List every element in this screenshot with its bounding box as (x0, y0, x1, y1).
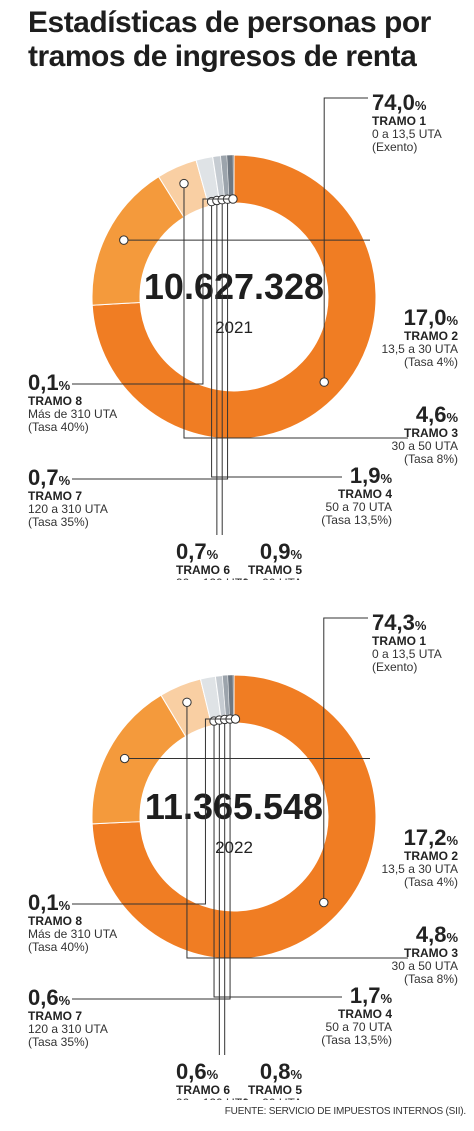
donut-slice-tramo-1 (91, 674, 377, 960)
pct-label-tramo-4: 1,9% (350, 463, 393, 488)
range-label-tramo-7: 120 a 310 UTA (28, 502, 108, 516)
label-dot-tramo-1 (319, 897, 329, 908)
leader-line-tramo-7 (72, 199, 229, 480)
tramo-label-tramo-1: TRAMO 1 (372, 634, 426, 648)
pct-label-tramo-6: 0,6% (176, 1059, 219, 1084)
tramo-label-tramo-7: TRAMO 7 (28, 489, 82, 503)
pct-label-tramo-7: 0,6% (28, 985, 71, 1010)
pct-label-tramo-3: 4,8% (416, 922, 459, 947)
tasa-label-tramo-3: (Tasa 8%) (404, 972, 458, 986)
tramo-label-tramo-6: TRAMO 6 (176, 1083, 230, 1097)
tramo-label-tramo-3: TRAMO 3 (404, 426, 458, 440)
tasa-label-tramo-1: (Exento) (372, 660, 417, 674)
tramo-label-tramo-5: TRAMO 5 (248, 1083, 302, 1097)
donut-slice-tramo-1 (91, 154, 377, 440)
range-label-tramo-4: 50 a 70 UTA (326, 500, 392, 514)
label-dot-tramo-3 (179, 178, 189, 189)
tasa-label-tramo-8: (Tasa 40%) (28, 940, 89, 954)
leader-line-tramo-1 (323, 97, 368, 383)
tasa-label-tramo-7: (Tasa 35%) (28, 1035, 89, 1049)
center-total: 10.627.328 (144, 266, 324, 307)
range-label-tramo-6: 90 a 120 UTA (176, 1096, 249, 1100)
range-label-tramo-5: 70 a 90 UTA (236, 576, 302, 580)
range-label-tramo-8: Más de 310 UTA (28, 407, 117, 421)
pct-label-tramo-7: 0,7% (28, 465, 71, 490)
tasa-label-tramo-1: (Exento) (372, 140, 417, 154)
center-year: 2022 (215, 838, 253, 857)
tasa-label-tramo-4: (Tasa 13,5%) (321, 513, 392, 527)
tasa-label-tramo-2: (Tasa 4%) (404, 875, 458, 889)
label-dot-tramo-2 (119, 235, 129, 245)
pct-label-tramo-2: 17,2% (404, 825, 459, 850)
range-label-tramo-8: Más de 310 UTA (28, 927, 117, 941)
tramo-label-tramo-2: TRAMO 2 (404, 329, 458, 343)
label-dot-tramo-1 (319, 377, 329, 387)
tramo-label-tramo-5: TRAMO 5 (248, 563, 302, 577)
pct-label-tramo-1: 74,3% (372, 610, 427, 635)
leader-line-tramo-3 (186, 702, 408, 959)
pct-label-tramo-4: 1,7% (350, 983, 393, 1008)
leader-line-tramo-8 (72, 718, 236, 905)
donut-chart-2021: 10.627.328 2021 74,0%TRAMO 10 a 13,5 UTA(E… (28, 90, 459, 580)
pct-label-tramo-5: 0,8% (260, 1059, 303, 1084)
tramo-label-tramo-3: TRAMO 3 (404, 946, 458, 960)
tramo-label-tramo-4: TRAMO 4 (338, 487, 392, 501)
range-label-tramo-4: 50 a 70 UTA (326, 1020, 392, 1034)
range-label-tramo-3: 30 a 50 UTA (392, 439, 458, 453)
tramo-label-tramo-4: TRAMO 4 (338, 1007, 392, 1021)
pct-label-tramo-6: 0,7% (176, 539, 219, 564)
tramo-label-tramo-8: TRAMO 8 (28, 914, 82, 928)
tramo-label-tramo-6: TRAMO 6 (176, 563, 230, 577)
label-dot-tramo-3 (182, 697, 192, 707)
center-year: 2021 (215, 318, 253, 337)
range-label-tramo-1: 0 a 13,5 UTA (372, 647, 442, 661)
range-label-tramo-2: 13,5 a 30 UTA (382, 342, 459, 356)
range-label-tramo-7: 120 a 310 UTA (28, 1022, 108, 1036)
range-label-tramo-1: 0 a 13,5 UTA (372, 127, 442, 141)
pct-label-tramo-2: 17,0% (404, 305, 459, 330)
tasa-label-tramo-8: (Tasa 40%) (28, 420, 89, 434)
pct-label-tramo-8: 0,1% (28, 370, 71, 395)
source-note: FUENTE: SERVICIO DE IMPUESTOS INTERNOS (… (224, 1106, 466, 1117)
range-label-tramo-2: 13,5 a 30 UTA (382, 862, 459, 876)
leader-line-tramo-1 (323, 617, 368, 903)
tasa-label-tramo-4: (Tasa 13,5%) (321, 1033, 392, 1047)
pct-label-tramo-5: 0,9% (260, 539, 303, 564)
title-line-1: Estadísticas de personas por (28, 6, 431, 39)
leader-line-tramo-8 (72, 198, 233, 385)
tramo-label-tramo-7: TRAMO 7 (28, 1009, 82, 1023)
range-label-tramo-6: 90 a 120 UTA (176, 576, 249, 580)
donut-chart-2022: 11.365.548 2022 74,3%TRAMO 10 a 13,5 UTA(E… (28, 610, 459, 1100)
tasa-label-tramo-7: (Tasa 35%) (28, 515, 89, 529)
leader-line-tramo-4 (211, 201, 342, 478)
pct-label-tramo-3: 4,6% (416, 402, 459, 427)
range-label-tramo-5: 70 a 90 UTA (236, 1096, 302, 1100)
pct-label-tramo-8: 0,1% (28, 890, 71, 915)
leader-line-tramo-7 (72, 719, 231, 1000)
leader-line-tramo-4 (213, 721, 342, 998)
range-label-tramo-3: 30 a 50 UTA (392, 959, 458, 973)
tasa-label-tramo-3: (Tasa 8%) (404, 452, 458, 466)
title-line-2: tramos de ingresos de renta (28, 40, 417, 73)
tasa-label-tramo-2: (Tasa 4%) (404, 355, 458, 369)
pct-label-tramo-1: 74,0% (372, 90, 427, 115)
page-title: Estadísticas de personas por tramos de i… (28, 6, 468, 74)
tramo-label-tramo-8: TRAMO 8 (28, 394, 82, 408)
label-dot-tramo-2 (119, 753, 130, 764)
tramo-label-tramo-2: TRAMO 2 (404, 849, 458, 863)
label-dot-tramo-8 (230, 714, 241, 724)
label-dot-tramo-8 (228, 194, 238, 204)
tramo-label-tramo-1: TRAMO 1 (372, 114, 426, 128)
center-total: 11.365.548 (145, 786, 323, 827)
leader-line-tramo-3 (183, 183, 408, 439)
